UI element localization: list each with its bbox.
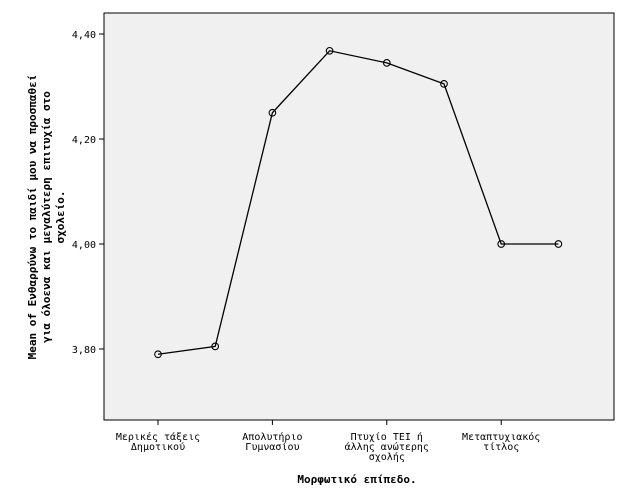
x-tick-label: Απολυτήριο Γυμνασίου	[242, 431, 302, 453]
plot-area	[103, 12, 615, 421]
data-point	[497, 240, 506, 248]
y-tick-label: 4,00	[72, 240, 96, 251]
x-axis-title: Μορφωτικό επίπεδο.	[297, 473, 416, 486]
y-tick-label: 4,40	[72, 30, 96, 41]
data-point	[325, 46, 334, 55]
x-tick-label: Πτυχίο ΤΕΙ ή άλλης ανώτερης σχολής	[345, 431, 429, 463]
data-point	[268, 108, 277, 117]
y-tick-label: 4,20	[72, 135, 96, 146]
y-axis: 3,80 4,00 4,20 4,40	[72, 30, 104, 356]
x-axis: Μερικές τάξεις Δημοτικού Απολυτήριο Γυμνασί…	[116, 420, 540, 463]
data-markers	[154, 46, 563, 359]
data-point	[211, 342, 220, 351]
data-point	[554, 240, 563, 248]
data-point	[382, 59, 391, 67]
x-tick-label: Μεταπτυχιακός τίτλος	[462, 431, 540, 453]
y-axis-title: Mean of Ενθαρρύνω το παιδί μου να προσπα…	[26, 75, 67, 360]
x-tick-label: Μερικές τάξεις Δημοτικού	[116, 431, 200, 453]
data-point	[440, 80, 448, 88]
y-tick-label: 3,80	[72, 345, 96, 356]
series-line	[157, 50, 559, 355]
data-point	[154, 350, 162, 359]
